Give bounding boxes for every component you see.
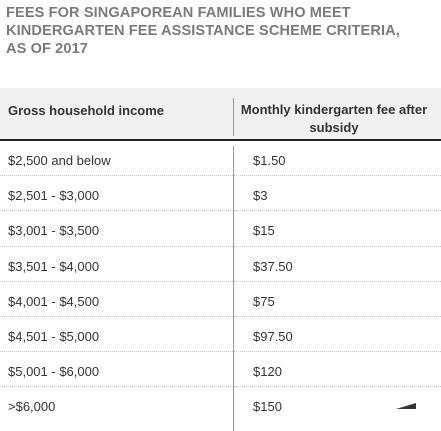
fee-cell: $1.50 (253, 153, 286, 168)
header-rule (0, 139, 441, 141)
table-row: $2,500 and below $1.50 (0, 141, 441, 177)
table-row: $4,501 - $5,000 $97.50 (0, 317, 441, 353)
fee-cell: $15 (253, 223, 275, 239)
fee-cell: $97.50 (253, 328, 293, 344)
table-row: $5,001 - $6,000 $120 (0, 352, 441, 388)
table-header: Gross household income Monthly kindergar… (0, 88, 441, 139)
table-row: $2,501 - $3,000 $3 (0, 176, 441, 212)
income-cell: $4,001 - $4,500 (8, 293, 100, 309)
fee-cell: $150 (253, 399, 282, 415)
fee-cell: $37.50 (253, 258, 293, 274)
table-row: $4,001 - $4,500 $75 (0, 282, 441, 317)
body-column-divider (233, 146, 234, 431)
income-cell: >$6,000 (8, 399, 56, 415)
header-fee: Monthly kindergarten fee after subsidy (240, 102, 428, 135)
fee-cell: $3 (253, 188, 268, 204)
income-cell: $3,001 - $3,500 (8, 223, 100, 239)
header-income: Gross household income (8, 103, 165, 118)
table-body: $2,500 and below $1.50 $2,501 - $3,000 $… (0, 141, 441, 423)
header-column-divider (233, 98, 234, 136)
wedge-logo-icon (396, 403, 416, 409)
income-cell: $2,501 - $3,000 (8, 188, 100, 204)
income-cell: $4,501 - $5,000 (8, 328, 100, 344)
table-row: $3,001 - $3,500 $15 (0, 211, 441, 247)
income-cell: $2,500 and below (8, 153, 111, 168)
table-row: >$6,000 $150 (0, 387, 441, 422)
income-cell: $5,001 - $6,000 (8, 364, 100, 380)
table-row: $3,501 - $4,000 $37.50 (0, 247, 441, 282)
income-cell: $3,501 - $4,000 (8, 258, 100, 274)
fee-cell: $75 (253, 293, 275, 309)
fee-cell: $120 (253, 364, 282, 380)
page-title: FEES FOR SINGAPOREAN FAMILIES WHO MEET K… (6, 4, 400, 57)
